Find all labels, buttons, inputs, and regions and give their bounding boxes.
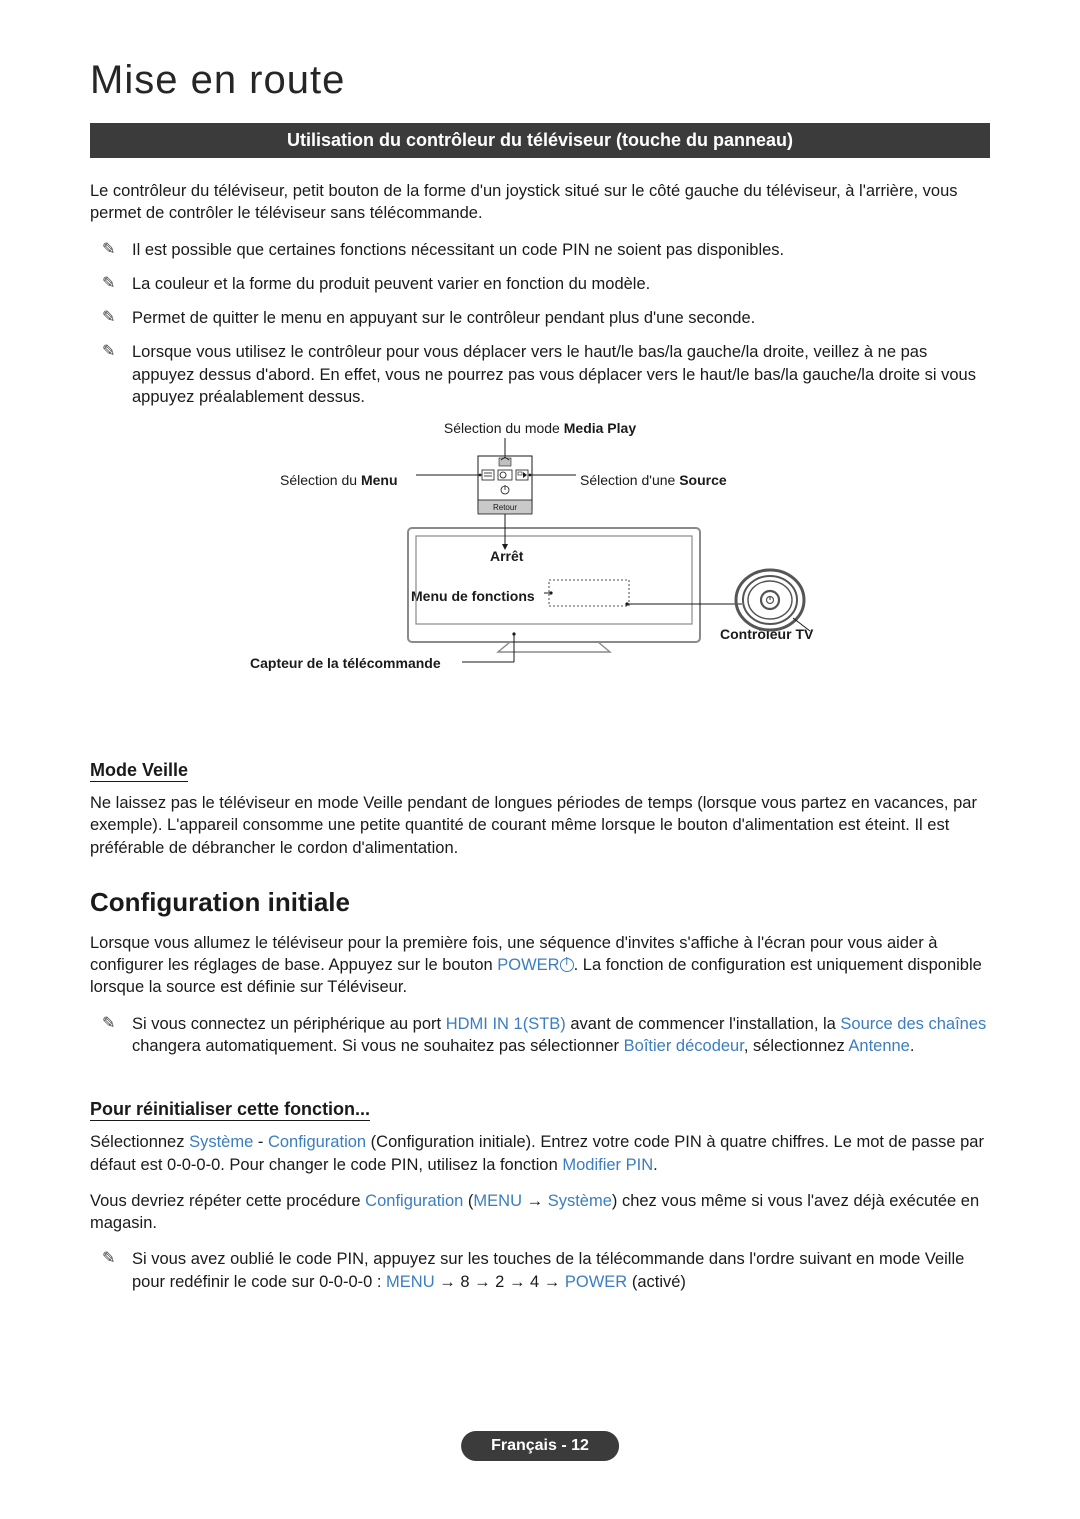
kw-power2: POWER bbox=[565, 1273, 627, 1291]
page-title: Mise en route bbox=[90, 58, 990, 103]
kw-boitier: Boîtier décodeur bbox=[624, 1037, 744, 1055]
power-icon bbox=[560, 958, 574, 972]
config-initiale-head: Configuration initiale bbox=[90, 887, 990, 918]
kw-menu: MENU bbox=[473, 1192, 522, 1210]
kw-systeme2: Système bbox=[548, 1192, 612, 1210]
intro-paragraph: Le contrôleur du téléviseur, petit bouto… bbox=[90, 180, 990, 225]
note-item: Si vous connectez un périphérique au por… bbox=[112, 1013, 990, 1058]
page-footer: Français - 12 bbox=[461, 1431, 619, 1461]
kw-config2: Configuration bbox=[365, 1192, 463, 1210]
kw-systeme: Système bbox=[189, 1133, 253, 1151]
kw-config: Configuration bbox=[268, 1133, 366, 1151]
reset-p2: Vous devriez répéter cette procédure Con… bbox=[90, 1190, 990, 1235]
mode-veille-body: Ne laissez pas le téléviseur en mode Vei… bbox=[90, 792, 990, 859]
kw-antenne: Antenne bbox=[848, 1037, 909, 1055]
note-item: Si vous avez oublié le code PIN, appuyez… bbox=[112, 1248, 990, 1293]
config-note-list: Si vous connectez un périphérique au por… bbox=[90, 1013, 990, 1058]
reset-head: Pour réinitialiser cette fonction... bbox=[90, 1099, 370, 1121]
note-item: Permet de quitter le menu en appuyant su… bbox=[112, 307, 990, 329]
note-item: Il est possible que certaines fonctions … bbox=[112, 239, 990, 261]
note-item: La couleur et la forme du produit peuven… bbox=[112, 273, 990, 295]
kw-power: POWER bbox=[497, 956, 559, 974]
kw-source-chaines: Source des chaînes bbox=[840, 1015, 986, 1033]
retour-text: Retour bbox=[493, 503, 517, 512]
reset-note-list: Si vous avez oublié le code PIN, appuyez… bbox=[90, 1248, 990, 1293]
controller-diagram: Sélection du mode Media Play Sélection d… bbox=[90, 420, 990, 690]
notes-top: Il est possible que certaines fonctions … bbox=[90, 239, 990, 409]
mode-veille-head: Mode Veille bbox=[90, 760, 188, 782]
reset-p1: Sélectionnez Système - Configuration (Co… bbox=[90, 1131, 990, 1176]
config-initiale-body: Lorsque vous allumez le téléviseur pour … bbox=[90, 932, 990, 999]
kw-menu2: MENU bbox=[386, 1273, 435, 1291]
note-item: Lorsque vous utilisez le contrôleur pour… bbox=[112, 341, 990, 408]
diagram-svg: Retour bbox=[90, 420, 990, 690]
section-bar: Utilisation du contrôleur du téléviseur … bbox=[90, 123, 990, 158]
kw-hdmi: HDMI IN 1(STB) bbox=[446, 1015, 566, 1033]
kw-modpin: Modifier PIN bbox=[562, 1156, 653, 1174]
